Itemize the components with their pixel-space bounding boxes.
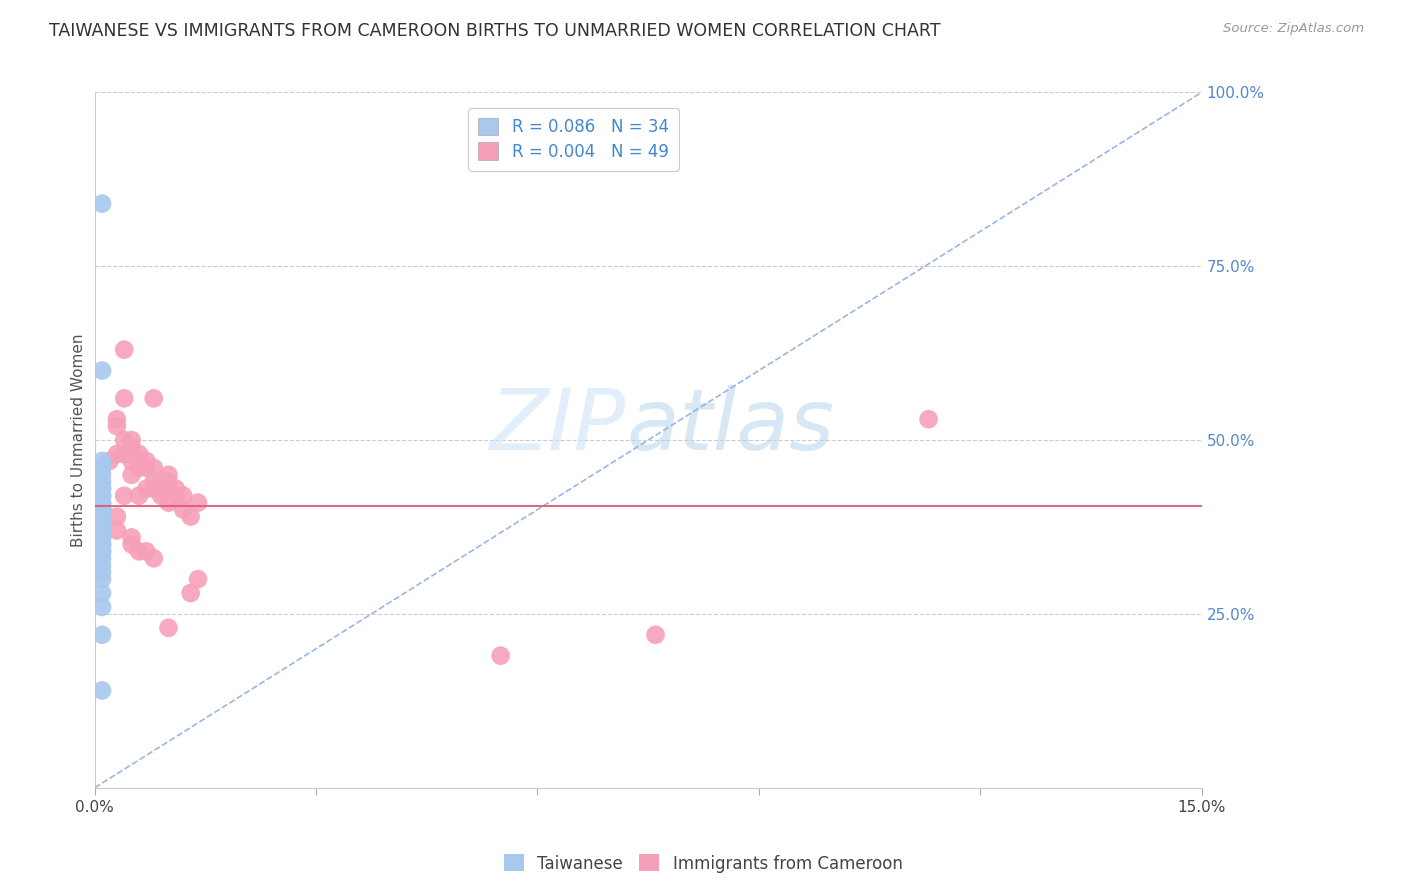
Point [91, 509, 114, 524]
Point [135, 461, 157, 475]
Point [105, 419, 128, 434]
Point [187, 496, 209, 510]
Point [150, 475, 173, 489]
Point [91, 537, 114, 551]
Point [91, 502, 114, 516]
Point [142, 482, 165, 496]
Point [91, 496, 114, 510]
Point [112, 343, 135, 357]
Point [135, 482, 157, 496]
Point [128, 461, 150, 475]
Point [91, 475, 114, 489]
Point [91, 454, 114, 468]
Text: Source: ZipAtlas.com: Source: ZipAtlas.com [1223, 22, 1364, 36]
Point [644, 628, 666, 642]
Point [91, 558, 114, 573]
Point [91, 524, 114, 538]
Point [105, 524, 128, 538]
Point [91, 572, 114, 586]
Point [91, 530, 114, 544]
Point [180, 586, 202, 600]
Point [142, 551, 165, 566]
Point [91, 489, 114, 503]
Point [91, 551, 114, 566]
Point [917, 412, 939, 426]
Point [150, 489, 173, 503]
Point [91, 524, 114, 538]
Point [128, 489, 150, 503]
Point [128, 447, 150, 461]
Point [157, 496, 180, 510]
Point [91, 502, 114, 516]
Point [150, 482, 173, 496]
Text: atlas: atlas [626, 384, 834, 467]
Point [187, 572, 209, 586]
Point [98, 454, 121, 468]
Point [121, 454, 143, 468]
Point [105, 447, 128, 461]
Point [91, 516, 114, 531]
Point [157, 621, 180, 635]
Point [91, 530, 114, 544]
Point [91, 537, 114, 551]
Point [112, 489, 135, 503]
Point [165, 482, 187, 496]
Text: ZIP: ZIP [489, 384, 626, 467]
Point [172, 502, 194, 516]
Point [180, 509, 202, 524]
Point [172, 489, 194, 503]
Point [91, 628, 114, 642]
Point [91, 516, 114, 531]
Point [91, 461, 114, 475]
Point [105, 509, 128, 524]
Point [91, 482, 114, 496]
Point [91, 482, 114, 496]
Point [91, 489, 114, 503]
Point [121, 537, 143, 551]
Point [91, 467, 114, 482]
Point [112, 433, 135, 447]
Point [91, 683, 114, 698]
Legend: R = 0.086   N = 34, R = 0.004   N = 49: R = 0.086 N = 34, R = 0.004 N = 49 [468, 108, 679, 170]
Point [142, 475, 165, 489]
Text: TAIWANESE VS IMMIGRANTS FROM CAMEROON BIRTHS TO UNMARRIED WOMEN CORRELATION CHAR: TAIWANESE VS IMMIGRANTS FROM CAMEROON BI… [49, 22, 941, 40]
Point [91, 544, 114, 558]
Point [91, 586, 114, 600]
Point [91, 496, 114, 510]
Legend: Taiwanese, Immigrants from Cameroon: Taiwanese, Immigrants from Cameroon [496, 847, 910, 880]
Point [121, 440, 143, 454]
Point [142, 461, 165, 475]
Point [157, 467, 180, 482]
Point [135, 544, 157, 558]
Point [112, 447, 135, 461]
Point [128, 544, 150, 558]
Y-axis label: Births to Unmarried Women: Births to Unmarried Women [72, 334, 86, 547]
Point [105, 412, 128, 426]
Point [91, 544, 114, 558]
Point [489, 648, 512, 663]
Point [91, 599, 114, 614]
Point [91, 363, 114, 377]
Point [135, 454, 157, 468]
Point [128, 454, 150, 468]
Point [121, 433, 143, 447]
Point [121, 467, 143, 482]
Point [91, 502, 114, 516]
Point [157, 475, 180, 489]
Point [112, 392, 135, 406]
Point [91, 196, 114, 211]
Point [165, 489, 187, 503]
Point [142, 392, 165, 406]
Point [91, 565, 114, 579]
Point [121, 530, 143, 544]
